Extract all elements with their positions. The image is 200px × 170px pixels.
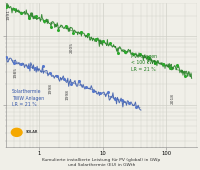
Text: Solarthermie
TWW Anlagen
LR = 21 %: Solarthermie TWW Anlagen LR = 21 % xyxy=(12,89,44,107)
Text: 1985: 1985 xyxy=(14,67,18,78)
Text: 2018: 2018 xyxy=(170,93,174,104)
Text: 1998: 1998 xyxy=(66,89,70,100)
X-axis label: Kumulierte installierte Leistung für PV (global) in GWp
und Solarthermie (EU) in: Kumulierte installierte Leistung für PV … xyxy=(42,158,161,167)
Text: SOLAR: SOLAR xyxy=(25,130,38,134)
Text: 2005: 2005 xyxy=(69,41,73,53)
Text: PV Anlagen
< 100 kWp
LR = 21 %: PV Anlagen < 100 kWp LR = 21 % xyxy=(131,54,157,72)
Circle shape xyxy=(11,128,22,136)
Text: 1998: 1998 xyxy=(49,83,53,94)
Text: 1991: 1991 xyxy=(7,9,11,20)
